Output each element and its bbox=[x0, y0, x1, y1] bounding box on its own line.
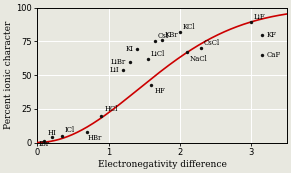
Point bbox=[260, 53, 264, 56]
Text: IBr: IBr bbox=[39, 140, 50, 148]
Text: LiI: LiI bbox=[110, 66, 119, 74]
Text: CsCl: CsCl bbox=[204, 39, 220, 47]
Point bbox=[160, 39, 164, 41]
Point bbox=[128, 60, 132, 63]
Point bbox=[152, 40, 157, 43]
Point bbox=[185, 51, 189, 54]
Text: LiF: LiF bbox=[254, 13, 266, 21]
Point bbox=[135, 48, 139, 51]
Text: CaF: CaF bbox=[266, 51, 281, 59]
X-axis label: Electronegativity difference: Electronegativity difference bbox=[97, 160, 226, 169]
Text: KBr: KBr bbox=[165, 31, 178, 39]
Point bbox=[120, 68, 125, 71]
Point bbox=[146, 57, 150, 60]
Text: HF: HF bbox=[154, 87, 165, 95]
Text: KI: KI bbox=[125, 45, 134, 53]
Point bbox=[260, 33, 264, 36]
Text: NaCl: NaCl bbox=[190, 55, 207, 63]
Point bbox=[99, 114, 104, 117]
Text: CsI: CsI bbox=[158, 32, 169, 40]
Point bbox=[199, 47, 204, 49]
Point bbox=[85, 130, 90, 133]
Text: HBr: HBr bbox=[87, 134, 102, 142]
Text: HI: HI bbox=[47, 129, 56, 137]
Text: KCl: KCl bbox=[183, 23, 195, 31]
Text: KF: KF bbox=[266, 31, 276, 39]
Y-axis label: Percent ionic character: Percent ionic character bbox=[4, 21, 13, 129]
Text: LiBr: LiBr bbox=[111, 58, 126, 66]
Point bbox=[60, 134, 65, 137]
Point bbox=[249, 21, 253, 24]
Text: LiCl: LiCl bbox=[151, 49, 165, 58]
Point bbox=[178, 31, 182, 33]
Text: ICl: ICl bbox=[65, 126, 75, 134]
Point bbox=[49, 136, 54, 139]
Point bbox=[42, 140, 47, 143]
Text: HCl: HCl bbox=[104, 105, 118, 113]
Point bbox=[149, 83, 154, 86]
